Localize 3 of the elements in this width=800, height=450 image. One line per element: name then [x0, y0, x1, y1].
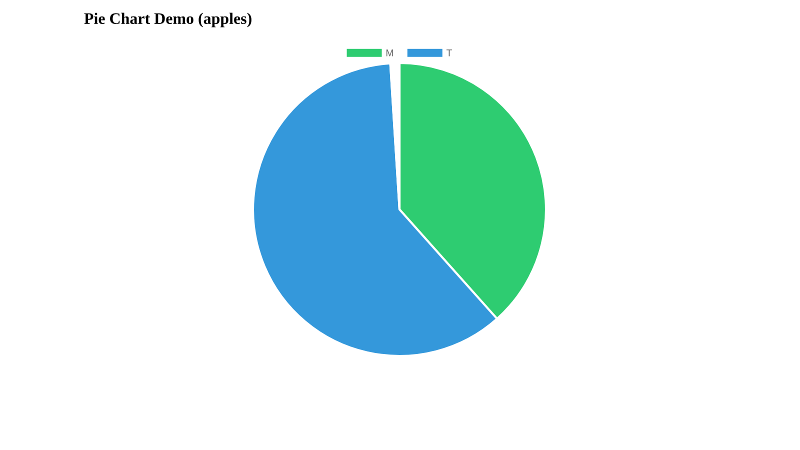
- legend-label: M: [386, 50, 393, 56]
- legend-label: T: [446, 50, 452, 56]
- chart-title: Pie Chart Demo (apples): [84, 12, 252, 28]
